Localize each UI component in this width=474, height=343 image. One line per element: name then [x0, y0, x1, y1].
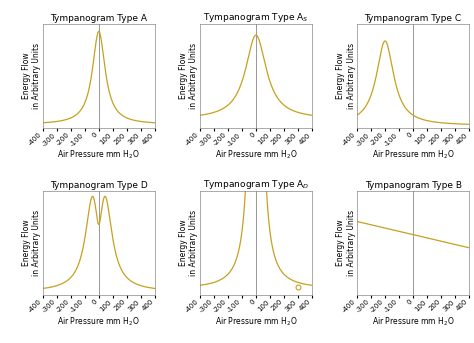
Title: Tympanogram Type B: Tympanogram Type B [365, 181, 462, 190]
Y-axis label: Energy Flow
in Arbitrary Units: Energy Flow in Arbitrary Units [22, 43, 41, 109]
Y-axis label: Energy Flow
in Arbitrary Units: Energy Flow in Arbitrary Units [179, 210, 199, 276]
Y-axis label: Energy Flow
in Arbitrary Units: Energy Flow in Arbitrary Units [336, 210, 356, 276]
Title: Tympanogram Type A$_S$: Tympanogram Type A$_S$ [203, 11, 309, 24]
X-axis label: Air Pressure mm H$_2$O: Air Pressure mm H$_2$O [372, 149, 455, 161]
X-axis label: Air Pressure mm H$_2$O: Air Pressure mm H$_2$O [57, 316, 140, 328]
Title: Tympanogram Type A$_D$: Tympanogram Type A$_D$ [203, 178, 309, 191]
X-axis label: Air Pressure mm H$_2$O: Air Pressure mm H$_2$O [215, 149, 297, 161]
Y-axis label: Energy Flow
in Arbitrary Units: Energy Flow in Arbitrary Units [179, 43, 199, 109]
Title: Tympanogram Type A: Tympanogram Type A [50, 14, 147, 23]
X-axis label: Air Pressure mm H$_2$O: Air Pressure mm H$_2$O [57, 149, 140, 161]
X-axis label: Air Pressure mm H$_2$O: Air Pressure mm H$_2$O [372, 316, 455, 328]
Y-axis label: Energy Flow
in Arbitrary Units: Energy Flow in Arbitrary Units [22, 210, 41, 276]
X-axis label: Air Pressure mm H$_2$O: Air Pressure mm H$_2$O [215, 316, 297, 328]
Title: Tympanogram Type D: Tympanogram Type D [50, 181, 148, 190]
Y-axis label: Energy Flow
in Arbitrary Units: Energy Flow in Arbitrary Units [336, 43, 356, 109]
Title: Tympanogram Type C: Tympanogram Type C [365, 14, 462, 23]
